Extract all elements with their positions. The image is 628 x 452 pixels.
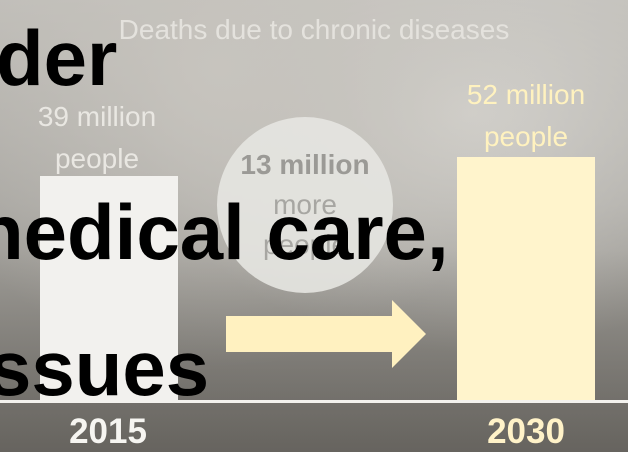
difference-unit: people: [262, 229, 348, 260]
value-label-2030: 52 million people: [466, 79, 586, 152]
difference-word: more: [273, 189, 337, 220]
overlay-text-line-2: nedical care,: [0, 188, 449, 276]
difference-amount: 13 million: [240, 149, 370, 180]
chart-title: Deaths due to chronic diseases: [118, 14, 510, 45]
overlay-text-line-1: der: [0, 14, 118, 102]
arrow-right-icon: [226, 316, 396, 352]
year-label-2030: 2030: [487, 412, 565, 451]
value-label-2015: 39 million people: [37, 101, 157, 174]
difference-circle: [217, 117, 393, 293]
difference-text: 13 million more people: [217, 145, 393, 265]
arrow-head-icon: [392, 300, 426, 368]
bar-2015: [40, 176, 178, 402]
overlay-text-line-3: ssues: [0, 324, 210, 412]
bar-2030: [457, 157, 595, 402]
baseline: [0, 400, 628, 403]
year-label-2015: 2015: [69, 412, 147, 451]
